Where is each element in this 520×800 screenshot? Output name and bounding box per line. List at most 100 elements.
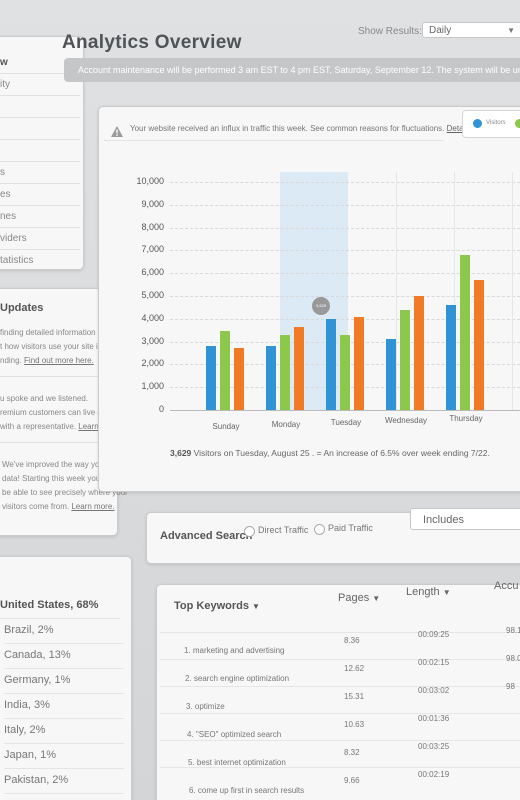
direct-traffic-label: Direct Traffic	[258, 525, 309, 535]
col-header-accuracy[interactable]: Accu	[494, 580, 519, 592]
bar-wednesday-series-1[interactable]	[386, 339, 396, 410]
country-item[interactable]: Brazil, 2%	[4, 619, 124, 644]
gridline	[170, 250, 520, 252]
pages-cell: 10.63	[344, 720, 365, 729]
paid-traffic-radio[interactable]	[314, 524, 325, 535]
pages-cell: 12.62	[344, 664, 365, 673]
length-cell: 00:01:36	[418, 714, 450, 723]
y-tick-label: 5,000	[141, 290, 164, 300]
keyword-cell[interactable]: 2. search engine optimization	[185, 674, 290, 683]
gridline	[170, 204, 520, 206]
sidebar-item[interactable]: s	[0, 162, 80, 184]
show-results-select[interactable]: Daily ▼	[422, 22, 520, 38]
y-tick-label: 0	[158, 404, 164, 414]
show-results-label: Show Results:	[358, 26, 422, 37]
paid-traffic-label: Paid Traffic	[328, 523, 373, 533]
gridline	[170, 296, 520, 297]
country-item[interactable]: United States, 68%	[0, 594, 120, 619]
country-item[interactable]: Japan, 1%	[4, 744, 124, 769]
col-header-keywords[interactable]: Top Keywords ▼	[174, 600, 260, 612]
y-tick-label: 1,000	[141, 381, 164, 392]
y-tick-label: 4,000	[141, 312, 164, 323]
chevron-down-icon: ▼	[507, 26, 515, 35]
keyword-cell[interactable]: 1. marketing and advertising	[184, 646, 285, 655]
sidebar-item[interactable]: nes	[0, 206, 80, 228]
highlight-value-bubble: 3,629	[312, 296, 330, 315]
y-tick-label: 7,000	[141, 244, 164, 255]
keyword-cell[interactable]: 4. "SEO" optimized search	[187, 730, 282, 739]
legend-visitors-dot	[473, 119, 482, 128]
row-divider	[160, 767, 520, 768]
highlight-column	[280, 172, 348, 410]
bar-sunday-series-2[interactable]	[220, 331, 230, 410]
sidebar-item[interactable]	[0, 140, 80, 162]
category-divider	[454, 172, 455, 410]
keyword-cell[interactable]: 5. best internet optimization	[188, 758, 286, 767]
bar-thursday-series-2[interactable]	[460, 254, 470, 410]
keyword-cell[interactable]: 6. come up first in search results	[189, 786, 305, 795]
direct-traffic-radio[interactable]	[244, 526, 255, 537]
countries-panel	[0, 556, 132, 800]
bar-monday-series-3[interactable]	[294, 326, 304, 410]
y-tick-label: 10,000	[136, 176, 164, 186]
accuracy-cell: 98	[506, 682, 515, 691]
sidebar-item[interactable]: es	[0, 184, 80, 206]
y-tick-label: 8,000	[141, 221, 164, 232]
category-divider	[512, 172, 513, 410]
length-cell: 00:02:15	[418, 658, 450, 667]
includes-value: Includes	[423, 514, 464, 526]
bar-thursday-series-1[interactable]	[446, 305, 456, 410]
row-divider	[160, 713, 520, 714]
sidebar-item[interactable]	[0, 96, 80, 118]
row-divider	[160, 659, 520, 660]
includes-select[interactable]: Includes	[410, 508, 520, 530]
bar-tuesday-series-2[interactable]	[340, 334, 350, 410]
bar-monday-series-1[interactable]	[266, 346, 276, 410]
category-divider	[396, 172, 397, 410]
legend-series-2-dot	[515, 119, 520, 128]
bar-wednesday-series-3[interactable]	[414, 296, 424, 410]
keywords-panel	[156, 584, 520, 800]
row-divider	[160, 632, 520, 633]
country-item[interactable]: India, 3%	[4, 694, 124, 719]
x-tick-label: Tuesday	[330, 418, 362, 427]
details-link[interactable]: Details.	[446, 124, 474, 133]
sort-icon: ▼	[252, 602, 260, 611]
bar-tuesday-series-1[interactable]	[326, 318, 336, 410]
length-cell: 00:02:19	[418, 770, 450, 779]
accuracy-cell: 98.0	[506, 654, 520, 663]
sort-icon: ▼	[442, 588, 451, 597]
bar-sunday-series-1[interactable]	[206, 346, 216, 410]
chart-summary: 3,629 Visitors on Tuesday, August 25 . =…	[170, 448, 490, 458]
y-tick-label: 2,000	[141, 358, 164, 369]
col-header-pages[interactable]: Pages ▼	[338, 592, 381, 604]
sidebar-item[interactable]: viders	[0, 228, 80, 250]
country-item[interactable]: Canada, 13%	[4, 644, 124, 669]
sidebar-item[interactable]: w	[0, 52, 80, 74]
divider	[0, 376, 100, 377]
alert-bar	[104, 116, 444, 141]
bar-thursday-series-3[interactable]	[474, 280, 484, 410]
sidebar-item[interactable]: tatistics	[0, 255, 34, 266]
y-tick-label: 3,000	[141, 335, 164, 346]
bar-tuesday-series-3[interactable]	[354, 316, 364, 410]
x-tick-label: Thursday	[449, 414, 483, 423]
country-item[interactable]: Italy, 2%	[4, 719, 124, 744]
sidebar-item[interactable]	[0, 118, 80, 140]
bar-monday-series-2[interactable]	[280, 334, 290, 410]
learn-more-link[interactable]: Learn more.	[71, 502, 115, 511]
y-tick-label: 6,000	[141, 267, 164, 278]
keyword-cell[interactable]: 3. optimize	[186, 702, 225, 711]
x-axis-line	[170, 410, 520, 411]
country-item[interactable]: Pakistan, 2%	[4, 769, 124, 794]
bar-wednesday-series-2[interactable]	[400, 309, 410, 410]
find-out-more-link[interactable]: Find out more here.	[24, 356, 94, 365]
bar-sunday-series-3[interactable]	[234, 348, 244, 410]
country-item[interactable]: Germany, 1%	[4, 669, 124, 694]
row-divider	[160, 686, 520, 687]
maintenance-banner: Account maintenance will be performed 3 …	[64, 58, 520, 82]
advanced-search-title: Advanced Search	[160, 530, 253, 542]
sidebar-item[interactable]: ity	[0, 74, 80, 96]
col-header-length[interactable]: Length ▼	[406, 586, 451, 598]
